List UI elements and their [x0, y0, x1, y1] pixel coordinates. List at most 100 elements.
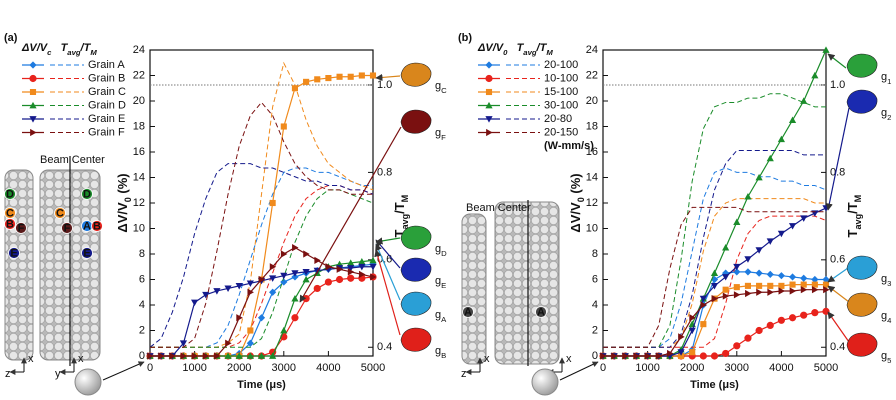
label-subscript: D [441, 249, 447, 258]
y2-tick-label: 0.8 [830, 166, 845, 178]
grain-label: g1 [881, 71, 891, 86]
volume-marker [246, 280, 254, 287]
y-tick-label: 0 [592, 350, 598, 362]
volume-marker [689, 314, 696, 322]
label-subscript: E [441, 281, 446, 290]
temperature-line [150, 101, 373, 348]
volume-marker [191, 352, 199, 360]
label-part: ΔV/V [477, 42, 505, 54]
inset-marker [535, 306, 547, 318]
volume-marker [811, 309, 819, 317]
x-tick-label: 1000 [635, 362, 659, 374]
volume-marker [788, 223, 797, 230]
label-part: g [881, 71, 887, 83]
pointer-arrow [375, 237, 401, 245]
volume-marker [733, 263, 741, 271]
y2-tick-label: 1.0 [830, 79, 845, 91]
volume-marker [789, 281, 796, 288]
pointer-arrow [827, 53, 847, 69]
temperature-line [603, 206, 826, 348]
y-tick-label: 6 [592, 273, 598, 285]
volume-marker [291, 314, 299, 322]
volume-marker [745, 289, 752, 298]
label-subscript: 0 [576, 197, 586, 202]
label-part: /T [845, 202, 860, 214]
label-subscript: 1 [887, 77, 891, 86]
volume-marker [688, 327, 696, 335]
label-part: /T [392, 202, 407, 214]
grain-shape [846, 255, 878, 280]
volume-marker [633, 352, 641, 360]
legend-marker [485, 88, 493, 96]
temperature-line [603, 150, 826, 348]
volume-marker [269, 352, 277, 359]
volume-marker [755, 269, 763, 277]
volume-marker [744, 268, 752, 276]
volume-marker [689, 349, 696, 356]
legend-label: Grain D [88, 99, 126, 111]
volume-marker [214, 352, 221, 360]
label-part: T [51, 42, 68, 54]
y-tick-label: 20 [586, 95, 598, 107]
y-tick-label: 6 [139, 273, 145, 285]
volume-marker [347, 274, 355, 282]
label-subscript: 2 [887, 113, 891, 122]
volume-marker [324, 278, 332, 286]
volume-marker [699, 295, 707, 303]
y-tick-label: 10 [586, 222, 598, 234]
volume-marker [777, 272, 785, 280]
volume-marker [246, 352, 254, 359]
volume-marker [700, 321, 707, 328]
volume-marker [158, 352, 165, 360]
grain-label: gC [435, 80, 447, 95]
x-tick-label: 3000 [725, 362, 749, 374]
volume-marker [257, 314, 266, 322]
volume-marker [347, 265, 355, 272]
y-tick-label: 10 [133, 222, 145, 234]
volume-marker [777, 135, 785, 143]
volume-marker [733, 291, 741, 299]
volume-marker [789, 287, 797, 295]
label-part: ΔV/V [115, 202, 130, 233]
label-part: g [435, 80, 441, 92]
y-axis-label: ΔV/V0 (%) [568, 173, 586, 232]
grain-label: gB [435, 345, 446, 360]
legend-label: Grain C [88, 86, 126, 98]
volume-marker [292, 244, 299, 252]
grain-label: gF [435, 127, 446, 142]
volume-marker [358, 258, 366, 265]
legend-marker [29, 88, 37, 96]
legend-label: 20-80 [544, 113, 572, 125]
volume-marker [733, 284, 740, 291]
temperature-line [603, 93, 826, 348]
volume-marker [347, 259, 355, 266]
legend-marker [29, 61, 37, 69]
inset-marker [91, 220, 103, 232]
volume-marker [302, 275, 310, 283]
grain-shape [400, 225, 432, 250]
label-part: /T [536, 42, 548, 54]
grain-shape [846, 332, 878, 357]
grain-label: gE [435, 275, 446, 290]
volume-marker [257, 352, 266, 359]
label-part: (%) [568, 173, 583, 197]
pointer-arrow [559, 361, 599, 381]
x-tick-label: 5000 [814, 362, 838, 374]
inset-marker [61, 222, 73, 234]
y-tick-label: 16 [586, 146, 598, 158]
volume-marker [756, 288, 763, 296]
volume-marker [246, 339, 254, 347]
inset-marker-label: D [6, 188, 14, 200]
grain-shape [400, 291, 432, 316]
volume-marker [800, 274, 808, 282]
legend-marker [485, 116, 493, 123]
volume-marker [677, 352, 685, 360]
label-subscript: M [90, 48, 97, 57]
label-subscript: avg [853, 214, 863, 230]
inset-grains [461, 213, 487, 365]
volume-marker [811, 286, 819, 294]
grain-label: g3 [881, 273, 891, 288]
y-tick-label: 20 [133, 95, 145, 107]
pointer-arrow [827, 285, 850, 303]
inset-marker [4, 188, 16, 200]
